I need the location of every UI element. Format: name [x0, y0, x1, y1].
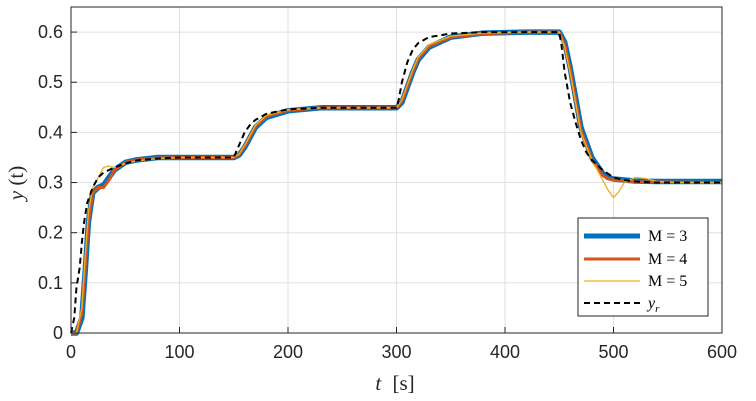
- x-ticks: 0 100 200 300 400 500 600: [66, 327, 737, 362]
- x-tick-label: 500: [598, 342, 628, 362]
- legend-label-yr: yr: [646, 295, 660, 315]
- legend-label-m5: M = 5: [648, 273, 687, 290]
- legend-label-yr-main: y: [646, 295, 656, 312]
- series-layer: [70, 29, 723, 336]
- y-tick-label: 0: [53, 323, 63, 343]
- y-tick-label: 0.3: [38, 173, 63, 193]
- y-tick-label: 0.2: [38, 223, 63, 243]
- x-tick-label: 400: [490, 342, 520, 362]
- y-axis-label: y (t): [4, 166, 28, 202]
- y-ticks: 0 0.1 0.2 0.3 0.4 0.5 0.6: [38, 22, 77, 343]
- series-line-3: [70, 31, 722, 334]
- x-tick-label: 600: [707, 342, 737, 362]
- legend-label-m4: M = 4: [648, 251, 687, 268]
- x-axis-variable: t: [375, 371, 382, 395]
- x-tick-label: 200: [273, 342, 303, 362]
- y-axis-function: y: [4, 190, 28, 202]
- x-axis-unit: [s]: [392, 371, 414, 395]
- x-tick-label: 100: [164, 342, 194, 362]
- y-tick-label: 0.1: [38, 273, 63, 293]
- x-axis-label: t [s]: [375, 371, 414, 395]
- y-tick-label: 0.5: [38, 72, 63, 92]
- y-tick-label: 0.4: [38, 122, 63, 142]
- y-tick-label: 0.6: [38, 22, 63, 42]
- legend-label-m3: M = 3: [648, 228, 687, 245]
- y-axis-argument: (t): [4, 166, 28, 186]
- legend-box: [577, 217, 709, 317]
- x-tick-label: 0: [66, 342, 76, 362]
- series-line-2: [71, 31, 722, 334]
- legend-label-yr-subscript: r: [655, 303, 660, 315]
- legend: M = 3 M = 4 M = 5 yr: [577, 217, 709, 317]
- x-tick-label: 300: [381, 342, 411, 362]
